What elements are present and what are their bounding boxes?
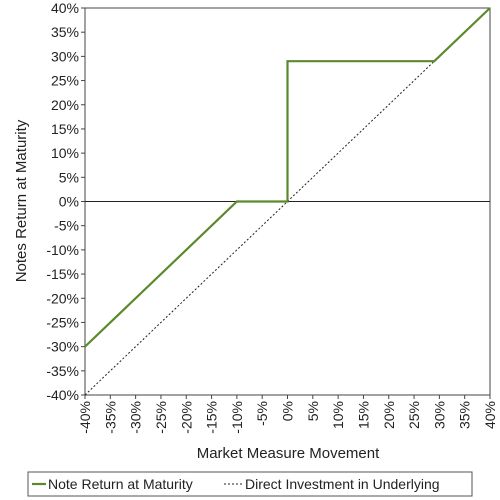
y-tick-label: -20% (46, 290, 79, 306)
x-tick-label: 30% (431, 401, 447, 429)
y-tick-label: -5% (54, 218, 79, 234)
legend-label-note-return: Note Return at Maturity (48, 476, 193, 492)
x-tick-label: -10% (229, 401, 245, 434)
x-tick-label: -35% (102, 401, 118, 434)
y-tick-label: 5% (59, 169, 79, 185)
legend: Note Return at Maturity Direct Investmen… (27, 471, 473, 497)
legend-label-direct-investment: Direct Investment in Underlying (245, 476, 440, 492)
y-tick-label: 10% (51, 145, 79, 161)
y-tick-label: 35% (51, 24, 79, 40)
x-tick-label: -30% (128, 401, 144, 434)
y-tick-label: -30% (46, 339, 79, 355)
x-tick-label: -5% (254, 401, 270, 426)
y-tick-label: 25% (51, 73, 79, 89)
y-tick-label: -35% (46, 363, 79, 379)
x-tick-label: 0% (280, 401, 296, 421)
x-tick-label: 35% (457, 401, 473, 429)
x-axis-tick-labels: -40% -35% -30% -25% -20% -15% -10% -5% 0% 5% 10% 15… (77, 395, 498, 434)
x-tick-label: 20% (381, 401, 397, 429)
y-tick-label: 30% (51, 48, 79, 64)
x-tick-label: -20% (178, 401, 194, 434)
x-tick-label: -40% (77, 401, 93, 434)
y-axis-title: Notes Return at Maturity (13, 119, 30, 282)
x-tick-label: 5% (305, 401, 321, 421)
y-tick-label: -15% (46, 266, 79, 282)
series-note-return-line (84, 7, 491, 348)
x-tick-label: 15% (355, 401, 371, 429)
y-tick-label: -40% (46, 387, 79, 403)
x-tick-label: 10% (330, 401, 346, 429)
y-tick-label: 0% (59, 194, 79, 210)
x-tick-label: 25% (406, 401, 422, 429)
y-tick-label: -10% (46, 242, 79, 258)
x-tick-label: -15% (204, 401, 220, 434)
x-tick-label: -25% (153, 401, 169, 434)
x-tick-label: 40% (482, 401, 498, 429)
y-tick-label: -25% (46, 314, 79, 330)
y-axis-tick-labels: 40% 35% 30% 25% 20% 15% 10% 5% 0% -5% -10% -15% -20%… (46, 0, 85, 403)
y-tick-label: 20% (51, 97, 79, 113)
y-tick-label: 40% (51, 0, 79, 16)
plot-area (84, 7, 491, 396)
legend-box (27, 471, 473, 497)
x-axis-title: Market Measure Movement (197, 445, 380, 462)
y-tick-label: 15% (51, 121, 79, 137)
